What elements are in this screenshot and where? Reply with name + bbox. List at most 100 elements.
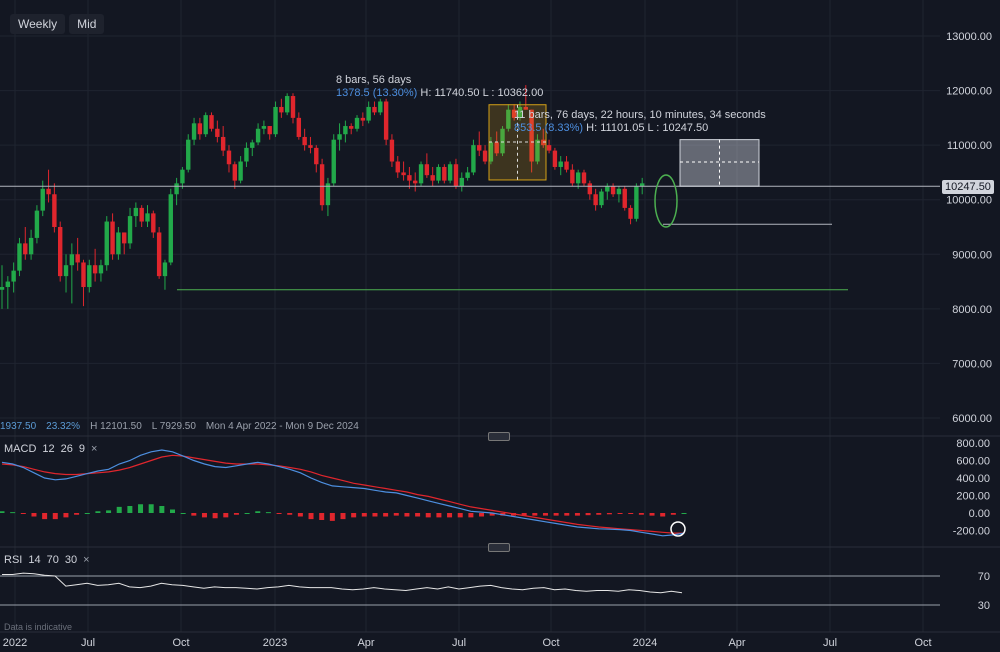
close-icon[interactable]: × (91, 443, 98, 455)
candle-body (523, 106, 528, 110)
macd-histogram-bar (106, 510, 112, 513)
candle-body (52, 194, 57, 227)
candle-body (284, 96, 290, 113)
range-measure-1-change: 1378.5 (13.30%) (336, 87, 418, 99)
collapse-handle-rsi[interactable] (488, 543, 510, 552)
macd-histogram-bar (180, 513, 186, 514)
timeframe-bar: Weekly Mid (10, 14, 105, 34)
candle-body (575, 172, 581, 184)
macd-histogram-bar (159, 506, 165, 513)
candle-body (197, 123, 203, 135)
collapse-handle-macd[interactable] (488, 432, 510, 441)
macd-histogram-bar (308, 513, 314, 520)
candle-body (354, 117, 360, 129)
macd-histogram-bar (553, 513, 559, 516)
candle-body (302, 136, 307, 146)
candle-body (535, 139, 540, 162)
rsi-param-upper: 70 (46, 554, 59, 566)
range-measure-2: 11 bars, 76 days, 22 hours, 10 minutes, … (514, 109, 766, 135)
candle-body (232, 164, 237, 181)
macd-y-tick-label: 0.00 (969, 508, 990, 520)
macd-histogram-bar (457, 513, 463, 518)
candle-body (220, 136, 226, 151)
candle-body (372, 106, 377, 113)
macd-param-fast: 12 (42, 443, 55, 455)
range-measure-1-bars: 8 bars, 56 days (336, 74, 412, 86)
candle-body (570, 169, 575, 184)
macd-line (1, 449, 685, 537)
macd-histogram-bar (191, 513, 197, 516)
x-tick-label: Jul (823, 637, 837, 649)
candle-body (250, 142, 255, 148)
candle-body (593, 194, 598, 206)
macd-histogram-bar (383, 513, 389, 517)
candle-body (127, 216, 133, 244)
candle-body (133, 207, 139, 217)
candle-body (69, 254, 75, 266)
macd-histogram-bar (138, 504, 144, 513)
candle-body (186, 139, 191, 170)
candle-body (63, 265, 69, 277)
price-source-button[interactable]: Mid (69, 14, 105, 34)
macd-histogram-bar (393, 513, 399, 516)
macd-legend: MACD 12 26 9 × (4, 443, 97, 455)
candle-body (453, 164, 459, 187)
macd-histogram-bar (287, 513, 293, 515)
macd-histogram-bar (638, 513, 644, 515)
macd-histogram-bar (223, 513, 229, 518)
candle-body (40, 188, 45, 211)
macd-y-tick-label: 200.00 (956, 491, 990, 503)
macd-histogram-bar (574, 513, 580, 516)
candle-body (110, 221, 115, 255)
x-tick-label: Apr (728, 637, 745, 649)
candle-body (261, 126, 267, 129)
x-tick-label: Jul (452, 637, 466, 649)
macd-histogram-bar (233, 513, 239, 515)
candle-body (343, 126, 348, 135)
macd-histogram-bar (31, 513, 37, 517)
candle-body (180, 169, 185, 184)
candle-body (430, 175, 435, 181)
macd-histogram-bar (63, 513, 69, 518)
macd-histogram-bar (670, 513, 676, 515)
macd-histogram-bar (532, 513, 538, 516)
candle-body (447, 164, 453, 181)
candle-body (203, 115, 208, 135)
close-icon[interactable]: × (83, 554, 90, 566)
macd-histogram-bar (10, 512, 16, 514)
macd-histogram-bar (319, 513, 325, 520)
candle-body (383, 101, 389, 140)
candle-body (465, 172, 470, 178)
x-tick-label: Oct (172, 637, 189, 649)
macd-histogram-bar (340, 513, 346, 520)
macd-y-tick-label: -200.00 (953, 526, 990, 538)
stats-bar: 1937.50 23.32% H 12101.50 L 7929.50 Mon … (0, 421, 359, 432)
y-tick-label: 9000.00 (952, 249, 992, 261)
candle-body (564, 161, 569, 170)
macd-histogram-bar (0, 511, 5, 513)
candle-body (209, 115, 214, 129)
stats-low: L 7929.50 (151, 421, 196, 432)
macd-histogram-bar (585, 513, 591, 516)
candle-body (46, 188, 51, 195)
candle-body (634, 186, 639, 219)
candle-body (151, 213, 156, 233)
macd-histogram-bar (361, 513, 367, 517)
candle-body (168, 194, 173, 263)
macd-param-signal: 9 (78, 443, 86, 455)
candle-body (552, 150, 558, 167)
candle-body (255, 128, 261, 143)
macd-histogram-bar (127, 506, 133, 513)
stats-range: Mon 4 Apr 2022 - Mon 9 Dec 2024 (205, 421, 359, 432)
timeframe-button[interactable]: Weekly (10, 14, 66, 34)
x-tick-label: Jul (81, 637, 95, 649)
candle-body (494, 142, 499, 154)
x-tick-label: 2023 (263, 637, 287, 649)
candle-body (244, 147, 249, 162)
candle-body (366, 106, 371, 121)
candlestick-series (0, 85, 645, 309)
candle-body (87, 265, 92, 288)
x-tick-label: 2022 (3, 637, 27, 649)
rsi-param-lower: 30 (64, 554, 78, 566)
